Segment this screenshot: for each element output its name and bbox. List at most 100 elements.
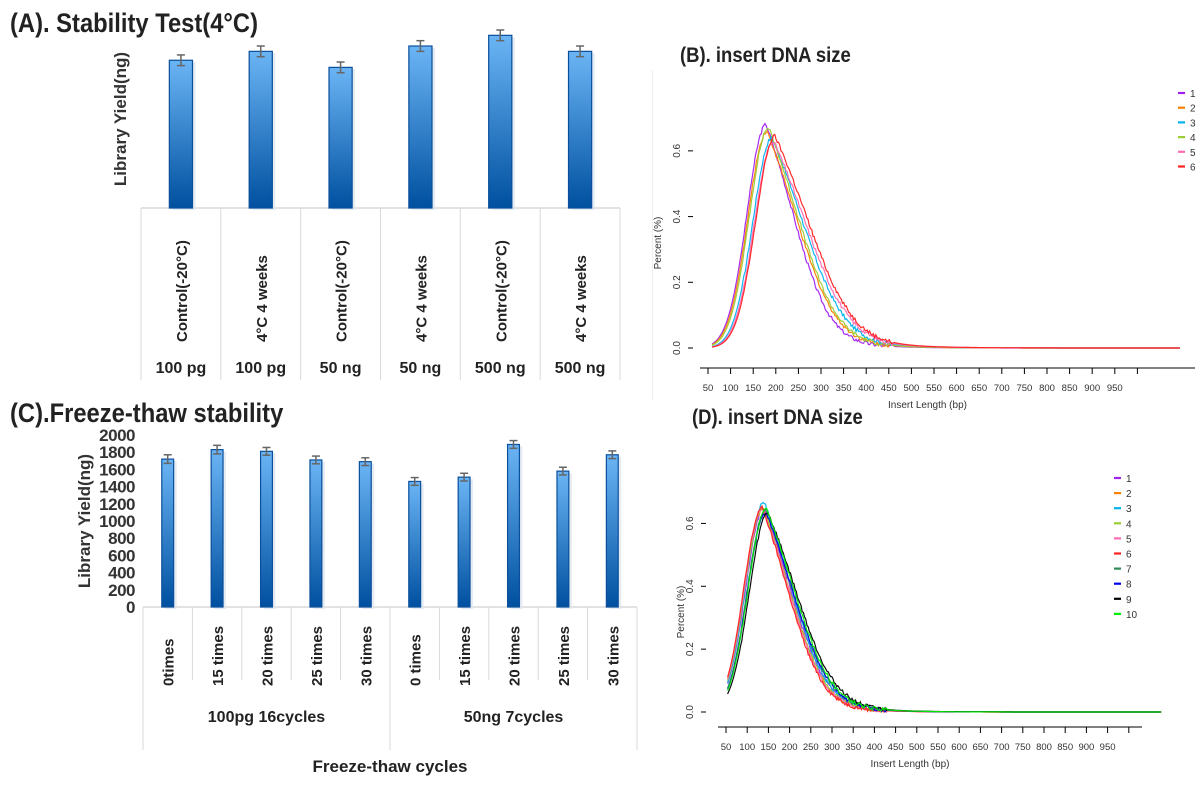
bar [309,459,323,608]
x-category-label: 4°C 4 weeks [254,255,271,342]
x-category-label: 20 times [507,626,524,686]
y-tick-label: 1400 [99,478,135,497]
bar [210,449,224,608]
x-tick-label: 450 [881,383,897,394]
x-tick-label: 350 [845,742,861,753]
bar [259,450,274,608]
y-tick-label: 1200 [99,495,135,514]
y-tick-label: 800 [108,529,135,548]
series-line-10 [727,507,1162,713]
x-tick-label: 600 [951,742,967,753]
x-tick-label: 500 [909,742,925,753]
chart-b: 50 100 150 200 250 300 350 400 450 500 550 600 650 70… [653,89,1196,411]
legend-label: 2 [1126,489,1132,500]
x-tick-label: 550 [926,383,942,394]
x-category-label: Control(-20°C) [174,240,191,342]
chart-a: Library Yield(ng) Control(-20°C) 4°C 4 wee… [111,29,621,380]
x-tick-label: 800 [1039,383,1055,394]
x-category-label: 30 times [605,626,622,686]
series-line-6 [727,504,1162,713]
y-tick-label: 0.2 [685,642,696,656]
y-tick-label: 1600 [99,460,135,479]
bar [328,66,353,209]
x-category-label: 30 times [358,626,375,686]
y-tick-label: 400 [108,564,135,583]
series-line-8 [727,512,1162,713]
x-tick-label: 50 [703,383,714,394]
x-group-label: 500 ng [475,360,526,377]
chart-c: Library Yield(ng) 02004006008001000120014… [75,426,638,776]
y-tick-label: 0.4 [685,579,696,593]
x-tick-label: 850 [1057,742,1073,753]
legend-label: 3 [1126,504,1132,515]
bar [605,454,619,608]
x-group-label: 500 ng [555,360,606,377]
x-tick-label: 300 [824,742,840,753]
panel-d-title: (D). insert DNA size [692,406,863,429]
x-group-label: 100pg 16cycles [208,709,326,726]
series-line-1 [711,122,1180,349]
x-tick-label: 700 [994,742,1010,753]
y-axis-label: Percent (%) [653,217,664,270]
legend-label: 1 [1190,89,1196,100]
x-tick-label: 150 [760,742,776,753]
x-category-label: 4°C 4 weeks [413,255,430,342]
x-tick-label: 600 [949,383,965,394]
x-tick-label: 950 [1100,742,1116,753]
x-tick-label: 400 [858,383,874,394]
legend-label: 7 [1126,565,1132,576]
bar [408,45,433,209]
y-tick-label: 1000 [99,512,135,531]
series-line-5 [727,506,1162,713]
bar [556,470,570,608]
bar [506,443,521,608]
y-tick-label: 2000 [99,426,135,445]
bar [488,34,513,209]
y-tick-label: 0.0 [672,341,683,355]
y-tick-label: 600 [108,546,135,565]
bar [567,50,593,209]
x-category-label: 25 times [309,626,326,686]
x-tick-label: 900 [1084,383,1100,394]
series-line-2 [727,507,1162,713]
x-tick-label: 350 [836,383,852,394]
x-tick-label: 900 [1078,742,1094,753]
x-category-label: 0 times [408,634,425,686]
legend-label: 9 [1126,595,1132,606]
x-axis-label: Insert Length (bp) [871,759,950,770]
legend-label: 1 [1126,474,1132,485]
y-tick-label: 0.6 [685,516,696,530]
x-tick-label: 300 [813,383,829,394]
y-tick-label: 0.2 [672,275,683,289]
panel-b-title: (B). insert DNA size [680,44,851,67]
x-group-label: 50 ng [400,360,442,377]
x-axis-label: Insert Length (bp) [888,400,967,411]
legend-label: 5 [1190,148,1196,159]
y-tick-label: 200 [108,581,135,600]
x-tick-label: 200 [782,742,798,753]
x-category-label: 25 times [556,626,573,686]
legend-label: 8 [1126,580,1132,591]
x-category-label: Control(-20°C) [493,240,510,342]
x-tick-label: 200 [768,383,784,394]
x-tick-label: 650 [971,383,987,394]
x-tick-label: 950 [1107,383,1123,394]
x-tick-label: 550 [930,742,946,753]
x-category-label: 15 times [457,626,474,686]
y-axis-label: Library Yield(ng) [75,454,94,588]
chart-d: 50 100 150 200 250 300 350 400 450 500 550 600 650 70… [676,474,1162,770]
x-category-label: Control(-20°C) [334,240,351,342]
y-axis-label: Percent (%) [676,586,687,639]
x-tick-label: 250 [790,383,806,394]
x-tick-label: 750 [1015,742,1031,753]
x-tick-label: 700 [994,383,1010,394]
legend-label: 4 [1190,133,1196,144]
legend-label: 3 [1190,118,1196,129]
x-group-label: 50ng 7cycles [464,709,564,726]
panel-a-title: (A). Stability Test(4°C) [10,8,258,38]
x-group-label: 100 pg [235,360,286,377]
bar [457,476,471,608]
x-tick-label: 250 [803,742,819,753]
y-tick-label: 0.0 [685,705,696,719]
